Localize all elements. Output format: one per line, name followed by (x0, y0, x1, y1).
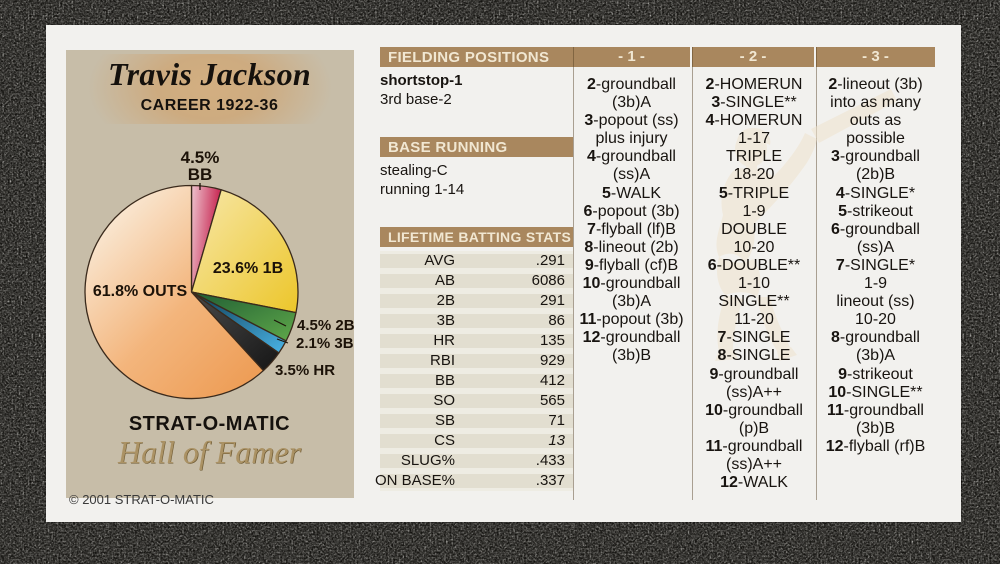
svg-text:4.5% 2B: 4.5% 2B (297, 317, 354, 334)
svg-text:23.6% 1B: 23.6% 1B (212, 260, 282, 277)
svg-text:BB: BB (187, 165, 212, 184)
svg-text:3.5% HR: 3.5% HR (275, 362, 335, 379)
svg-text:2.1% 3B: 2.1% 3B (296, 335, 354, 352)
svg-text:61.8% OUTS: 61.8% OUTS (92, 283, 187, 300)
